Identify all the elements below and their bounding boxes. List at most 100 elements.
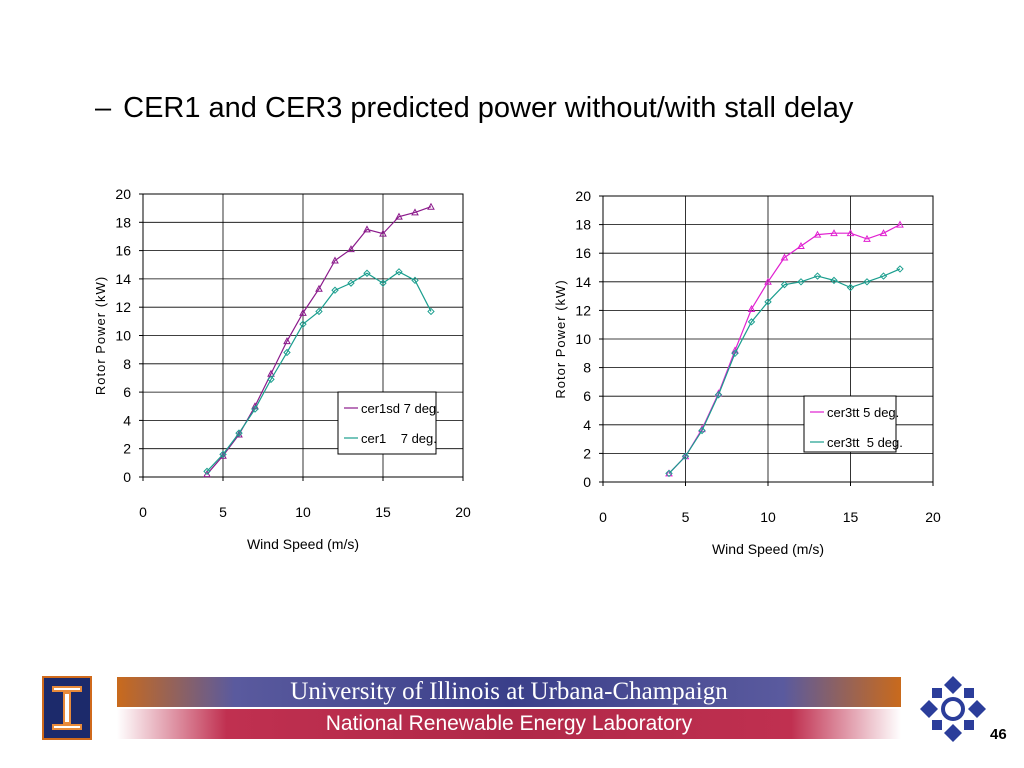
x-axis-label: Wind Speed (m/s) (247, 536, 359, 552)
y-tick-label: 0 (123, 469, 131, 485)
y-tick-label: 6 (583, 388, 591, 404)
data-point (846, 283, 855, 292)
data-point (219, 450, 227, 459)
title-dash: – (95, 92, 112, 124)
chart-cer1-svg: 0 2 4 6 8 10 12 14 16 18 20 0 5 10 15 20 Wind Speed (m/s… (93, 186, 471, 552)
y-axis-label: Rotor Power (kW) (555, 279, 568, 398)
y-tick-label: 18 (115, 214, 131, 230)
x-tick-label: 15 (375, 504, 391, 520)
chart-cer3: 0 2 4 6 8 10 12 14 16 18 20 0 5 10 15 20 Wind Speed (m/s… (553, 180, 950, 565)
data-point (830, 229, 838, 237)
data-point (347, 279, 355, 287)
y-tick-label: 6 (123, 384, 131, 400)
legend-label: cer3tt 5 deg. (827, 405, 899, 420)
y-tick-label: 16 (575, 245, 591, 261)
data-point (879, 229, 888, 237)
y-tick-label: 8 (583, 360, 591, 376)
data-point (203, 470, 211, 478)
data-point (698, 426, 706, 435)
data-point (299, 308, 307, 316)
y-tick-label: 14 (115, 271, 131, 287)
chart-cer3-svg: 0 2 4 6 8 10 12 14 16 18 20 0 5 10 15 20 Wind Speed (m/s… (553, 188, 941, 557)
data-point (764, 277, 772, 285)
illinois-i-icon (52, 686, 82, 730)
y-axis-label: Rotor Power (kW) (93, 276, 108, 395)
nrel-logo (918, 674, 988, 744)
nrel-diamond-icon (920, 676, 986, 742)
x-tick-label: 20 (455, 504, 471, 520)
data-point (347, 245, 355, 253)
data-point (315, 284, 323, 292)
data-point (267, 375, 275, 384)
x-tick-label: 0 (139, 504, 147, 520)
y-tick-label: 20 (115, 186, 131, 202)
data-point (411, 276, 419, 285)
data-point (251, 405, 259, 413)
legend-label: cer1sd 7 deg. (361, 401, 440, 416)
data-point (379, 279, 387, 287)
y-tick-label: 14 (575, 274, 591, 290)
data-point (235, 429, 243, 437)
data-point (203, 467, 211, 476)
data-point (714, 391, 723, 399)
data-point (283, 337, 291, 345)
x-tick-label: 15 (843, 509, 859, 525)
data-point (863, 234, 871, 242)
x-tick-label: 20 (925, 509, 941, 525)
lab-banner: National Renewable Energy Laboratory (117, 709, 901, 739)
x-tick-label: 10 (760, 509, 776, 525)
data-point (780, 280, 789, 289)
data-point (731, 349, 739, 358)
slide-title: – CER1 and CER3 predicted power without/w… (95, 92, 853, 125)
x-axis-label: Wind Speed (m/s) (712, 541, 824, 557)
x-tick-label: 5 (219, 504, 227, 520)
data-point (879, 272, 888, 280)
x-tick-label: 10 (295, 504, 311, 520)
y-tick-label: 10 (575, 331, 591, 347)
title-text: CER1 and CER3 predicted power without/wi… (123, 92, 854, 124)
data-point (427, 202, 435, 210)
legend-box (803, 395, 897, 453)
university-banner: University of Illinois at Urbana-Champai… (117, 677, 901, 707)
data-point (764, 298, 772, 306)
data-point (813, 272, 822, 280)
data-point (331, 286, 339, 294)
legend-label: cer3tt 5 deg. (827, 435, 903, 450)
data-point (379, 229, 387, 237)
data-point (863, 278, 871, 286)
data-point (896, 265, 904, 273)
data-point (315, 307, 323, 316)
data-point (395, 268, 403, 276)
data-point (363, 225, 371, 233)
data-point (780, 253, 789, 261)
x-tick-label: 0 (599, 509, 607, 525)
data-point (797, 242, 805, 250)
series-line-2 (206, 271, 432, 472)
chart-cer1: 0 2 4 6 8 10 12 14 16 18 20 0 5 10 15 20 Wind Speed (m/s… (90, 180, 485, 565)
series-line-2 (668, 268, 901, 474)
data-point (747, 304, 756, 312)
x-tick-label: 5 (682, 509, 690, 525)
y-tick-label: 2 (123, 441, 131, 457)
y-tick-label: 0 (583, 474, 591, 490)
y-tick-label: 20 (575, 188, 591, 204)
y-tick-label: 12 (115, 299, 131, 315)
y-tick-label: 8 (123, 356, 131, 372)
data-point (747, 318, 756, 326)
y-tick-label: 12 (575, 302, 591, 318)
data-point (896, 220, 904, 228)
data-point (665, 469, 673, 478)
y-tick-label: 16 (115, 243, 131, 259)
data-point (395, 212, 403, 220)
data-point (797, 278, 805, 286)
y-tick-label: 4 (123, 412, 131, 428)
data-point (283, 348, 291, 357)
page-number: 46 (990, 726, 1007, 743)
data-point (830, 276, 838, 285)
y-tick-label: 18 (575, 217, 591, 233)
data-point (411, 208, 419, 216)
data-point (331, 256, 339, 264)
data-point (363, 269, 371, 277)
legend-box (337, 391, 437, 455)
y-tick-label: 2 (583, 445, 591, 461)
